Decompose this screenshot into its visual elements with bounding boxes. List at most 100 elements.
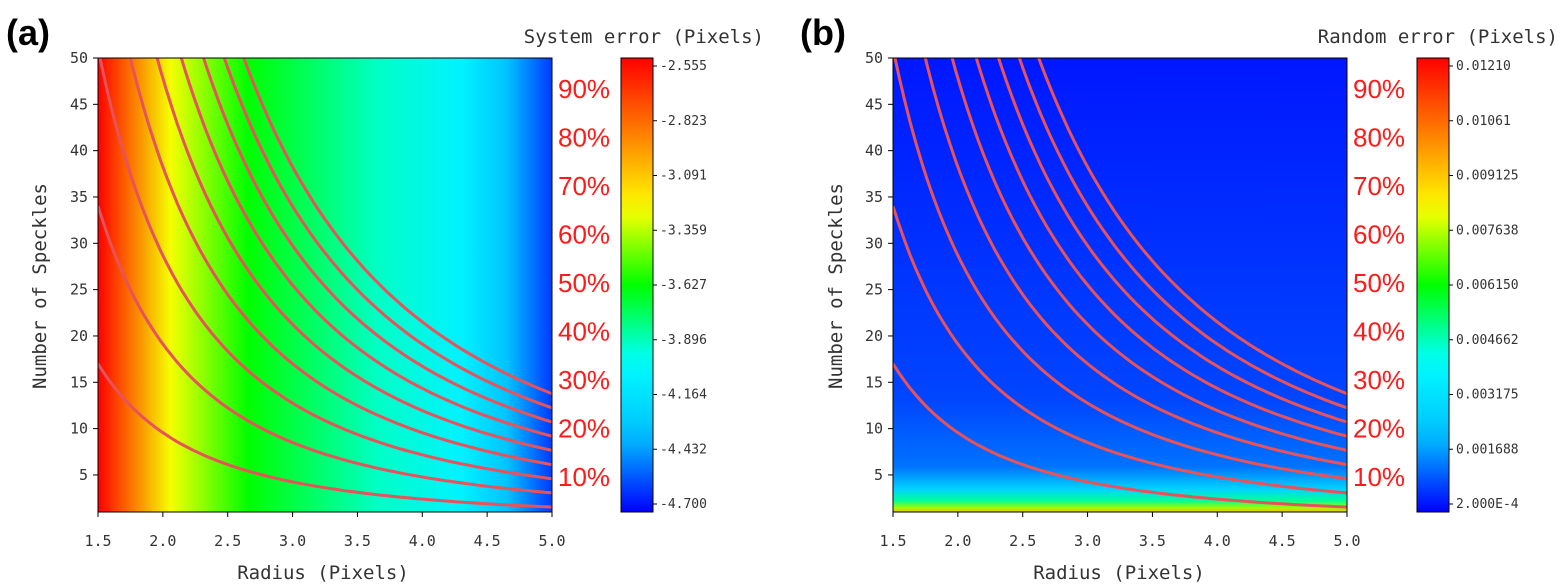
colorbar-tick-label: -4.700: [660, 497, 707, 512]
y-tick-label: 10: [865, 420, 883, 438]
contour-line-90: [1037, 58, 1347, 396]
y-tick-label: 35: [865, 188, 883, 206]
colorbar-tick-label: -4.164: [660, 388, 707, 403]
colorbar-tick-label: 0.01210: [1456, 59, 1511, 74]
panel-a: (a) System error (Pixels) 1.5 2.0 2.5 3.0 3.…: [6, 12, 764, 584]
colorbar-tick-label: 0.004662: [1456, 333, 1519, 348]
colorbar-tick-label: -4.432: [660, 442, 707, 457]
panel-b: (b) Random error (Pixels) 1.5 2.0 2.5 3.0 3.…: [800, 12, 1558, 584]
contour-percent-label: 10%: [558, 462, 610, 492]
contour-line-70: [202, 58, 552, 424]
plot-frame: [892, 57, 1348, 513]
colorbar-tick-label: -3.091: [660, 169, 707, 184]
x-axis-label: Radius (Pixels): [1033, 562, 1205, 584]
contour-line-10: [893, 362, 1347, 509]
contour-percent-label: 50%: [1353, 268, 1405, 298]
contour-line-80: [222, 58, 552, 410]
y-tick-label: 50: [865, 49, 883, 67]
y-tick-label: 45: [70, 95, 88, 113]
x-tick-label: 3.5: [1139, 532, 1166, 550]
contour-percent-label: 20%: [1353, 414, 1405, 444]
contour-line-20: [98, 205, 552, 495]
y-tick-label: 40: [865, 142, 883, 160]
contour-percent-label: 70%: [1353, 171, 1405, 201]
x-tick-label: 5.0: [538, 532, 565, 550]
y-tick-label: 10: [70, 420, 88, 438]
colorbar-tick-label: 2.000E-4: [1456, 497, 1519, 512]
x-axis-label: Radius (Pixels): [237, 562, 409, 584]
x-tick-label: 2.0: [149, 532, 176, 550]
colorbar-tick-label: 0.01061: [1456, 114, 1511, 129]
contour-percent-label: 60%: [558, 220, 610, 250]
contour-line-40: [923, 58, 1347, 467]
contour-percent-label: 50%: [558, 268, 610, 298]
colorbar-tick-label: -3.627: [660, 278, 707, 293]
y-tick-label: 15: [70, 373, 88, 391]
colorbar-tick-label: 0.003175: [1456, 388, 1519, 403]
colorbar: [620, 57, 654, 513]
x-tick-label: 3.0: [1074, 532, 1101, 550]
y-tick-label: 30: [70, 234, 88, 252]
colorbar-tick-label: 0.001688: [1456, 442, 1519, 457]
colorbar-tick-label: 0.007638: [1456, 223, 1519, 238]
y-tick-label: 20: [865, 327, 883, 345]
contour-line-50: [950, 58, 1347, 452]
contour-line-10: [98, 362, 552, 509]
y-tick-label: 15: [865, 373, 883, 391]
contour-line-30: [98, 58, 552, 481]
contour-line-60: [974, 58, 1347, 438]
x-tick-label: 3.0: [279, 532, 306, 550]
colorbar-tick-label: -2.555: [660, 59, 707, 74]
contour-percent-label: 90%: [1353, 74, 1405, 104]
contour-percent-label: 80%: [558, 123, 610, 153]
colorbar-tick-label: 0.009125: [1456, 169, 1519, 184]
contour-line-20: [893, 205, 1347, 495]
y-tick-label: 45: [865, 95, 883, 113]
x-tick-label: 1.5: [879, 532, 906, 550]
x-tick-label: 4.5: [1269, 532, 1296, 550]
contour-line-40: [128, 58, 552, 467]
y-tick-label: 40: [70, 142, 88, 160]
x-tick-label: 3.5: [344, 532, 371, 550]
colorbar: [1416, 57, 1450, 513]
contour-percent-label: 30%: [1353, 365, 1405, 395]
x-tick-label: 4.0: [1204, 532, 1231, 550]
heatmap-plot-area: 1.5 2.0 2.5 3.0 3.5 4.0 4.5 5.0 5 10 15 20 25 30 35 40 4…: [70, 49, 707, 550]
colorbar-title: Random error (Pixels): [1318, 26, 1558, 48]
y-tick-label: 5: [874, 466, 883, 484]
y-tick-label: 20: [70, 327, 88, 345]
x-tick-label: 2.0: [944, 532, 971, 550]
contour-line-80: [1017, 58, 1347, 410]
contour-percent-label: 90%: [558, 74, 610, 104]
colorbar-tick-label: -2.823: [660, 114, 707, 129]
contour-line-50: [155, 58, 552, 452]
y-axis-label: Number of Speckles: [825, 183, 847, 389]
panel-label: (a): [6, 12, 50, 53]
contour-percent-label: 10%: [1353, 462, 1405, 492]
contour-line-70: [997, 58, 1347, 424]
x-tick-label: 1.5: [84, 532, 111, 550]
y-tick-label: 35: [70, 188, 88, 206]
y-tick-label: 5: [79, 466, 88, 484]
contour-line-60: [179, 58, 552, 438]
y-tick-label: 50: [70, 49, 88, 67]
colorbar-tick-label: 0.006150: [1456, 278, 1519, 293]
y-axis-label: Number of Speckles: [29, 183, 51, 389]
y-tick-label: 30: [865, 234, 883, 252]
colorbar-tick-label: -3.359: [660, 223, 707, 238]
x-tick-label: 4.0: [409, 532, 436, 550]
x-tick-label: 5.0: [1333, 532, 1360, 550]
contour-percent-label: 20%: [558, 414, 610, 444]
plot-frame: [97, 57, 553, 513]
contour-percent-label: 40%: [1353, 317, 1405, 347]
x-tick-label: 2.5: [214, 532, 241, 550]
contour-percent-label: 70%: [558, 171, 610, 201]
contour-line-90: [242, 58, 552, 396]
x-tick-label: 4.5: [474, 532, 501, 550]
contour-percent-label: 30%: [558, 365, 610, 395]
contour-percent-label: 80%: [1353, 123, 1405, 153]
contour-percent-label: 40%: [558, 317, 610, 347]
contour-percent-label: 60%: [1353, 220, 1405, 250]
x-tick-label: 2.5: [1009, 532, 1036, 550]
